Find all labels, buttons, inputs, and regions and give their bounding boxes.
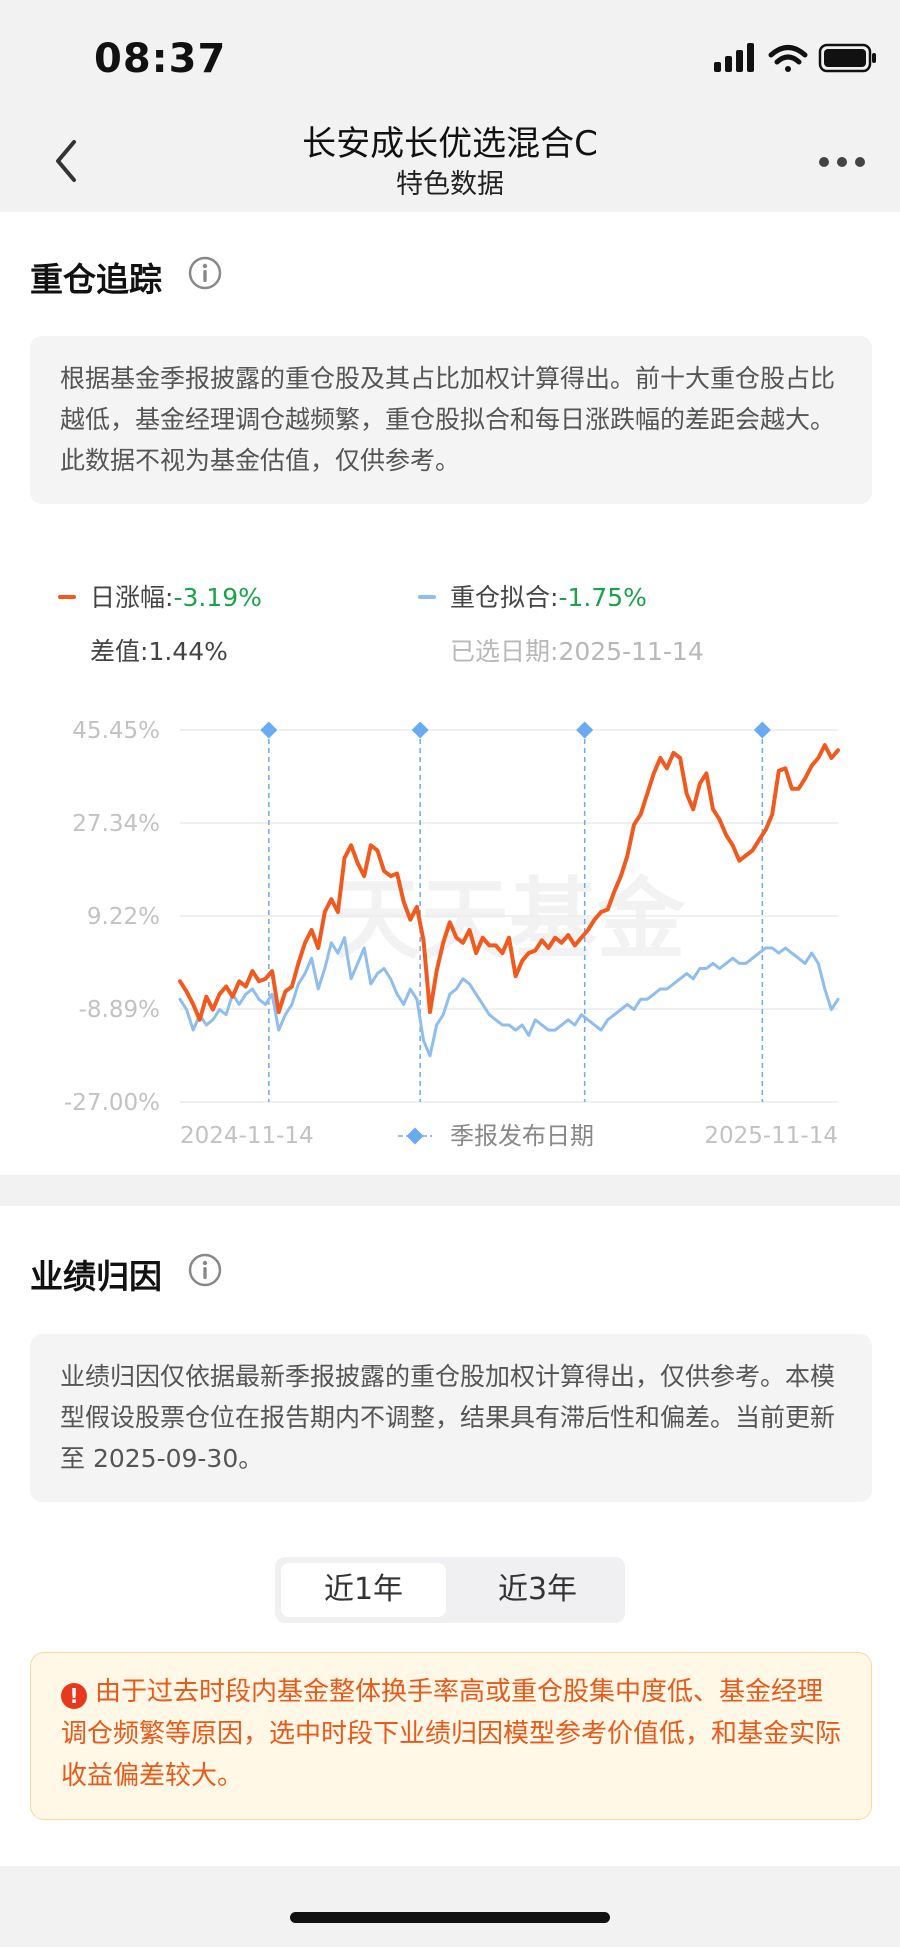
x-end-label: 2025-11-14 [704, 1123, 838, 1149]
attribution-notice: 业绩归因仅依据最新季报披露的重仓股加权计算得出，仅供参考。本模型假设股票仓位在报… [30, 1334, 872, 1502]
home-indicator [290, 1912, 610, 1923]
status-icons [628, 40, 878, 80]
warning-text: 由于过去时段内基金整体换手率高或重仓股集中度低、基金经理调仓频繁等原因，选中时段… [61, 1677, 842, 1791]
legend-selected-date: 已选日期:2025-11-14 [450, 632, 704, 668]
back-button[interactable] [44, 134, 88, 188]
y-tick-label: 27.34% [72, 811, 160, 837]
y-tick-label: -27.00% [64, 1090, 160, 1116]
attribution-section-title: 业绩归因 [30, 1257, 162, 1296]
quarter-marker-diamond [753, 721, 771, 739]
chevron-left-icon [56, 140, 76, 182]
page-subtitle: 特色数据 [396, 169, 504, 200]
tab-1-year[interactable]: 近1年 [281, 1563, 446, 1617]
battery-icon [818, 43, 876, 73]
period-segmented-control: 近1年 近3年 [275, 1557, 625, 1623]
daily-value: -3.19% [173, 583, 262, 612]
cellular-signal-icon [714, 43, 754, 72]
fit-series-line [178, 936, 840, 1058]
x-start-label: 2024-11-14 [180, 1123, 314, 1149]
diff-value: 1.44% [148, 637, 228, 666]
quarter-marker-diamond [576, 721, 594, 739]
more-button[interactable] [818, 154, 866, 168]
status-time: 08:37 [94, 36, 227, 82]
diff-label: 差值: [90, 637, 149, 666]
marker-legend-diamond [406, 1127, 424, 1145]
warning-icon: ! [61, 1683, 87, 1709]
page-title: 长安成长优选混合C [302, 124, 598, 164]
daily-legend-marker [58, 595, 76, 599]
quarter-marker-diamond [411, 721, 429, 739]
fit-value: -1.75% [558, 583, 647, 612]
tracking-section-title: 重仓追踪 [30, 260, 162, 299]
more-dots-icon [819, 157, 865, 167]
tracking-notice: 根据基金季报披露的重仓股及其占比加权计算得出。前十大重仓股占比越低，基金经理调仓… [30, 336, 872, 504]
selected-date-label: 已选日期: [450, 637, 559, 666]
legend-diff: 差值:1.44% [90, 632, 228, 668]
attribution-info-icon[interactable] [188, 1253, 222, 1287]
y-tick-label: -8.89% [79, 997, 160, 1023]
legend-fit: 重仓拟合:-1.75% [418, 578, 647, 614]
status-bar: 08:37 [0, 0, 900, 110]
fit-label: 重仓拟合: [450, 583, 559, 612]
legend-daily: 日涨幅:-3.19% [58, 578, 262, 614]
nav-bar: 长安成长优选混合C 特色数据 [0, 110, 900, 212]
tracking-info-icon[interactable] [188, 256, 222, 290]
watermark: 天天基金 [333, 868, 686, 971]
attribution-warning: ! 由于过去时段内基金整体换手率高或重仓股集中度低、基金经理调仓频繁等原因，选中时… [30, 1652, 872, 1820]
daily-series-line [178, 743, 840, 1022]
y-tick-label: 45.45% [72, 718, 160, 744]
fit-legend-marker [418, 595, 436, 599]
y-tick-label: 9.22% [87, 904, 160, 930]
marker-legend-label: 季报发布日期 [450, 1122, 594, 1150]
holdings-chart[interactable]: 天天基金 45.45% 27.34% 9.22% -8.89% -27.00% 2024-1… [0, 690, 900, 1160]
tab-3-year[interactable]: 近3年 [497, 1572, 578, 1607]
selected-date-value: 2025-11-14 [558, 637, 704, 666]
wifi-icon [768, 45, 808, 72]
daily-label: 日涨幅: [90, 583, 174, 612]
quarter-marker-diamond [260, 721, 278, 739]
